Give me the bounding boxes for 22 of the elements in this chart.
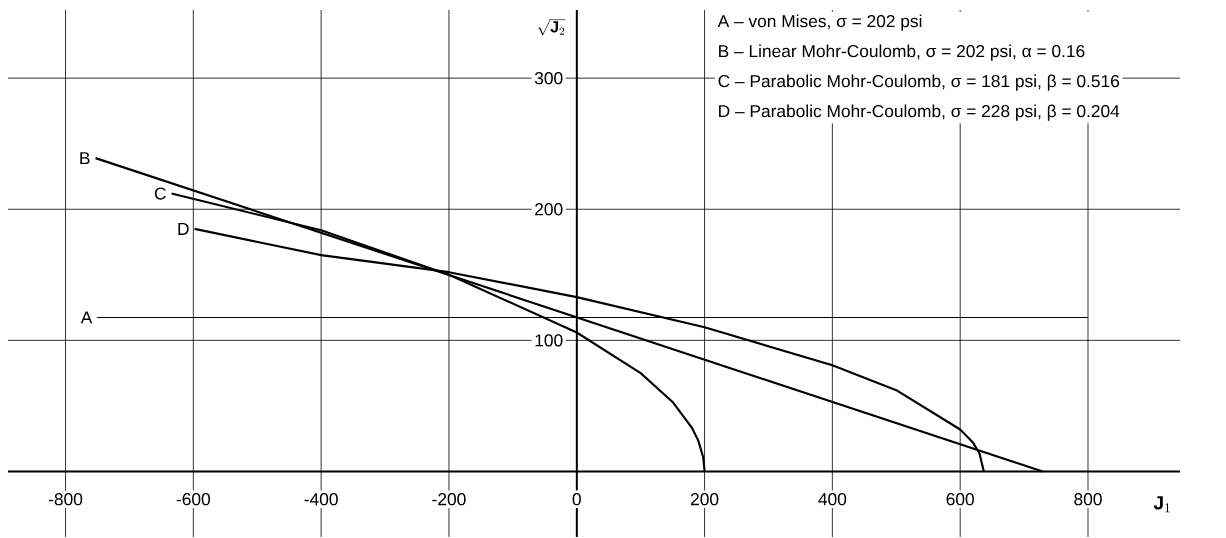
x-tick-label: -800 xyxy=(48,493,83,506)
annotation: D – Parabolic Mohr-Coulomb, σ = 228 psi, β = 0.204 xyxy=(719,104,1120,121)
x-tick-label: -400 xyxy=(304,493,338,506)
series-label: C xyxy=(154,187,166,200)
y-tick-label: 300 xyxy=(534,71,563,85)
x-tick-label: 0 xyxy=(572,493,581,506)
x-tick-label: 800 xyxy=(1074,493,1102,506)
annotation: B – Linear Mohr-Coulomb, σ = 202 psi, α = 0.16 xyxy=(719,44,1085,61)
series-label: A xyxy=(80,311,93,324)
x-tick-label: -600 xyxy=(176,493,210,506)
series-label: D xyxy=(178,222,189,235)
y-tick-label: 200 xyxy=(535,203,563,216)
series-label: B xyxy=(80,152,90,165)
annotation: C – Parabolic Mohr-Coulomb, σ = 181 psi, β = 0.516 xyxy=(718,74,1120,91)
x-tick-label: 400 xyxy=(818,493,847,506)
x-tick-label: 200 xyxy=(690,493,719,506)
y-axis-title: $\sqrt{\mathbf{J}_2}$ xyxy=(537,19,566,36)
x-axis-title: $\mathbf{J}_1$ xyxy=(1153,496,1170,513)
x-tick-label: 600 xyxy=(946,493,974,506)
y-tick-label: 100 xyxy=(535,334,563,347)
x-tick-label: -200 xyxy=(432,493,466,506)
annotation: A – von Mises, σ = 202 psi xyxy=(717,14,922,31)
